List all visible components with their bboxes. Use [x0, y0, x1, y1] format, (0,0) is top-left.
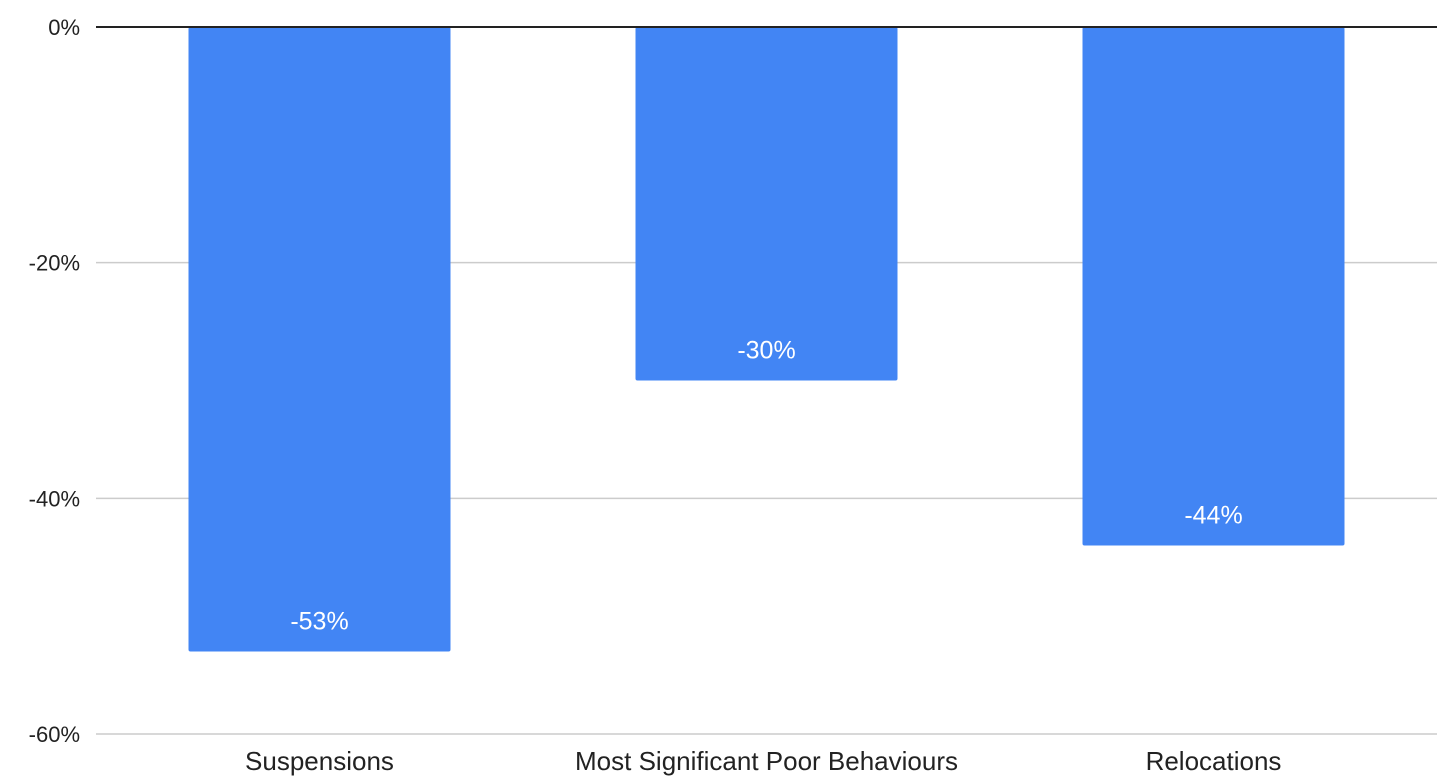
data-label: -30% — [737, 337, 795, 365]
y-tick-label: -40% — [29, 486, 80, 511]
y-tick-label: -20% — [29, 251, 80, 276]
y-tick-label: 0% — [48, 15, 80, 40]
category-label: Relocations — [1146, 746, 1282, 776]
bars — [188, 27, 1345, 652]
category-label: Most Significant Poor Behaviours — [575, 746, 958, 776]
category-label: Suspensions — [245, 746, 394, 776]
data-labels: -53% -30% -44% — [290, 337, 1242, 636]
bar — [635, 27, 898, 381]
y-axis-tick-labels: 0% -20% -40% -60% — [29, 15, 80, 747]
y-tick-label: -60% — [29, 722, 80, 747]
data-label: -53% — [290, 608, 348, 636]
data-label: -44% — [1184, 501, 1242, 529]
bar — [1082, 27, 1345, 546]
x-axis-category-labels: Suspensions Most Significant Poor Behavio… — [245, 746, 1281, 776]
bar — [188, 27, 451, 652]
